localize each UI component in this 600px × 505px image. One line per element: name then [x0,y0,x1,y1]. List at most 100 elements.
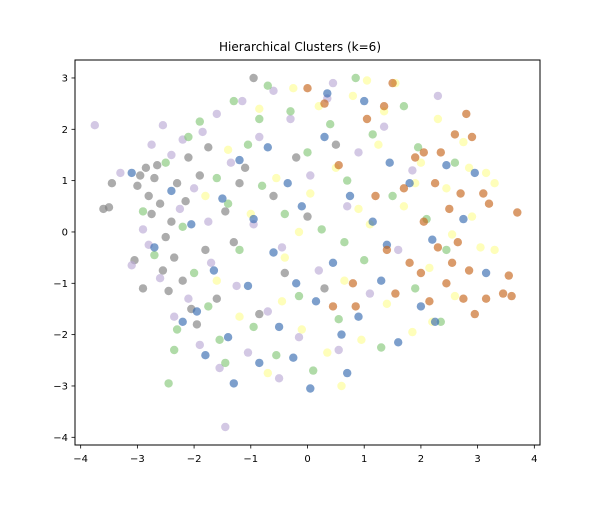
cluster-4-point-12 [306,189,315,198]
cluster-5-point-35 [416,302,426,311]
cluster-6-point-5 [348,279,358,288]
cluster-6-point-12 [405,258,414,267]
cluster-5-point-28 [354,312,363,321]
cluster-2-point-8 [158,121,168,130]
cluster-2-point-7 [155,274,165,283]
cluster-3-point-5 [170,345,179,355]
cluster-5-point-1 [127,168,136,178]
cluster-5-point-9 [218,194,227,203]
cluster-5-point-18 [274,322,284,332]
cluster-2-point-1 [90,121,100,130]
cluster-3-point-22 [280,209,289,219]
cluster-5-point-20 [289,353,298,362]
cluster-2-point-12 [184,294,193,303]
cluster-2-point-25 [255,132,264,142]
cluster-2-point-11 [175,204,185,214]
cluster-1-point-29 [255,309,264,319]
cluster-6-point-37 [513,208,522,217]
cluster-6-point-32 [481,294,491,303]
cluster-4-point-9 [280,253,289,262]
cluster-2-point-23 [243,348,253,357]
cluster-3-point-10 [195,117,204,126]
cluster-3-point-12 [212,173,221,183]
cluster-1-point-2 [104,203,114,212]
cluster-1-point-8 [147,209,156,219]
cluster-6-point-28 [464,266,474,275]
cluster-4-point-8 [272,173,281,183]
cluster-6-point-38 [419,148,428,157]
cluster-6-point-22 [447,258,457,267]
cluster-2-point-29 [286,114,295,124]
cluster-1-point-31 [280,268,289,278]
cluster-3-point-27 [317,225,326,234]
cluster-2-point-32 [314,266,323,275]
cluster-6-point-15 [419,217,428,226]
cluster-6-point-11 [399,184,409,193]
cluster-4-point-38 [294,227,304,237]
cluster-1-points [99,73,341,329]
points-layer [90,73,522,432]
cluster-1-point-24 [212,294,221,303]
cluster-6-point-4 [334,161,343,170]
cluster-1-point-33 [303,212,312,221]
cluster-2-points [90,78,443,432]
cluster-1-point-32 [292,153,301,162]
cluster-1-point-15 [170,253,179,262]
cluster-5-point-29 [360,96,369,106]
cluster-4-point-43 [490,179,499,188]
cluster-5-point-7 [201,351,210,360]
cluster-6-point-3 [328,302,338,311]
cluster-3-point-34 [377,343,386,352]
cluster-1-point-30 [269,191,278,201]
cluster-6-point-30 [470,309,479,319]
cluster-3-point-33 [368,130,377,139]
cluster-2-point-36 [354,148,363,157]
cluster-2-point-22 [238,96,247,106]
cluster-6-point-18 [433,243,443,252]
cluster-1-point-7 [144,191,153,201]
cluster-5-point-40 [481,268,491,278]
cluster-5-point-23 [311,297,321,306]
cluster-4-point-16 [340,276,349,285]
cluster-1-point-22 [195,171,204,180]
cluster-5-point-4 [178,317,187,326]
cluster-2-point-40 [408,166,417,175]
cluster-2-point-27 [269,86,278,96]
cluster-1-point-38 [164,286,173,296]
chart-title: Hierarchical Clusters (k=6) [219,40,381,54]
cluster-4-point-24 [408,327,417,337]
cluster-5-points [127,89,491,393]
cluster-4-point-33 [481,168,491,178]
cluster-2-point-42 [204,217,213,226]
cluster-2-point-44 [328,78,338,88]
cluster-2-point-13 [189,184,199,193]
cluster-2-point-34 [334,345,343,355]
x-axis: −4 −3 −2 −1 0 1 2 3 4 [73,445,538,465]
cluster-5-point-12 [235,155,244,165]
cluster-4-point-7 [263,368,272,378]
y-tick-label: 2 [62,125,68,136]
cluster-1-point-25 [221,207,230,216]
cluster-3-point-36 [399,102,409,111]
cluster-6-point-29 [467,132,477,142]
cluster-3-point-6 [172,325,182,334]
cluster-6-point-35 [504,271,513,280]
cluster-5-point-34 [405,179,414,188]
cluster-4-point-34 [490,245,499,255]
cluster-4-point-20 [374,140,383,149]
cluster-4-point-32 [476,243,485,252]
cluster-3-point-26 [309,366,318,375]
x-tick-label: −1 [243,454,258,465]
cluster-6-point-8 [379,102,389,111]
cluster-2-point-35 [343,202,352,211]
y-tick-label: 1 [62,176,68,187]
cluster-4-point-45 [354,204,363,214]
x-tick-label: −2 [187,454,202,465]
cluster-3-point-1 [138,207,148,216]
cluster-5-point-2 [150,243,159,252]
cluster-5-point-25 [328,258,338,267]
cluster-4-point-42 [464,163,474,172]
cluster-6-point-17 [430,179,440,188]
cluster-4-point-18 [357,335,366,344]
